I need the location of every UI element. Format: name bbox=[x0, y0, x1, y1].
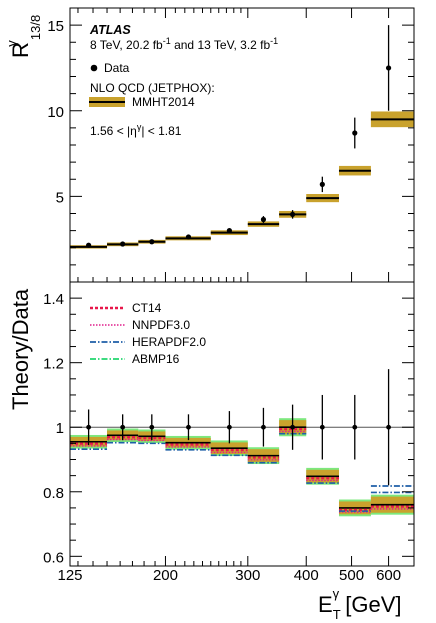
top-ytick-label-0: 5 bbox=[56, 189, 64, 206]
data-point-4 bbox=[226, 228, 232, 234]
data-point-3 bbox=[185, 234, 192, 240]
data-point-2 bbox=[149, 239, 155, 245]
ratio-point-7 bbox=[319, 424, 325, 430]
data-point-5 bbox=[260, 216, 267, 223]
bottom-frame bbox=[69, 281, 415, 567]
data-point-0 bbox=[86, 242, 92, 248]
bottom-ytick-label-1: 0.8 bbox=[43, 485, 64, 502]
data-point-7 bbox=[319, 181, 325, 187]
xtick-label-2: 300 bbox=[235, 567, 260, 584]
data-point-9 bbox=[385, 65, 392, 71]
top-panel: 5 10 15 bbox=[47, 7, 415, 283]
ratio-point-8 bbox=[352, 424, 358, 430]
ratio-point-1 bbox=[120, 424, 126, 430]
data-legend-marker bbox=[90, 64, 98, 72]
bottom-y-axis-label: Theory/Data bbox=[8, 288, 33, 410]
xtick-label-5: 600 bbox=[376, 567, 401, 584]
bottom-ytick-label-3: 1.2 bbox=[43, 356, 64, 373]
top-ytick-label-1: 10 bbox=[47, 104, 64, 121]
top-ytick-label-2: 15 bbox=[47, 18, 64, 35]
nnpdf-legend-label: NNPDF3.0 bbox=[132, 318, 190, 332]
top-y-axis-label: R13/8γ bbox=[4, 15, 43, 58]
atlas-label: ATLAS bbox=[89, 23, 131, 37]
ratio-point-3 bbox=[186, 424, 191, 430]
ratio-point-6 bbox=[290, 424, 295, 430]
theory-header: NLO QCD (JETPHOX): bbox=[90, 81, 215, 95]
eta-range-label: 1.56 < |ηγ| < 1.81 bbox=[90, 122, 182, 138]
data-point-8 bbox=[352, 130, 358, 136]
bottom-ytick-label-2: 1 bbox=[56, 420, 64, 437]
ratio-point-2 bbox=[149, 424, 155, 430]
bottom-legend: CT14 NNPDF3.0 HERAPDF2.0 ABMP16 bbox=[90, 301, 206, 366]
xtick-label-1: 200 bbox=[153, 567, 178, 584]
bottom-ytick-label-0: 0.6 bbox=[43, 549, 64, 566]
x-axis-label: ETγ [GeV] bbox=[318, 586, 402, 622]
ratio-point-4 bbox=[226, 424, 232, 430]
ratio-point-5 bbox=[261, 424, 266, 430]
xtick-label-0: 125 bbox=[57, 567, 82, 584]
data-point-6 bbox=[289, 211, 296, 217]
ct14-legend-label: CT14 bbox=[132, 301, 162, 315]
lumi-text: 8 TeV, 20.2 fb-1 and 13 TeV, 3.2 fb-1 bbox=[90, 36, 278, 52]
ratio-point-0 bbox=[86, 424, 92, 430]
ratio-point-9 bbox=[386, 424, 391, 430]
bottom-ytick-label-4: 1.4 bbox=[43, 291, 64, 308]
herapdf-legend-label: HERAPDF2.0 bbox=[132, 335, 206, 349]
data-legend-label: Data bbox=[104, 61, 130, 75]
bottom-panel: 0.6 0.8 1 1.2 1.4 125 200 300 400 500 600 bbox=[43, 281, 415, 584]
xtick-label-3: 400 bbox=[294, 567, 319, 584]
data-point-1 bbox=[120, 241, 126, 247]
xtick-label-4: 500 bbox=[339, 567, 364, 584]
mmht-legend-label: MMHT2014 bbox=[132, 95, 195, 109]
abmp-legend-label: ABMP16 bbox=[132, 352, 180, 366]
